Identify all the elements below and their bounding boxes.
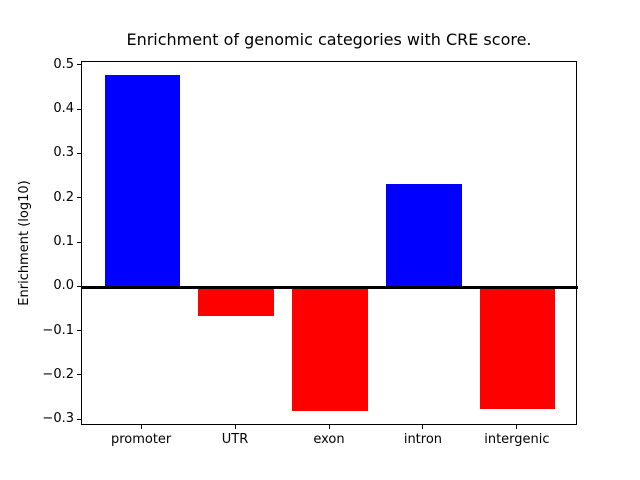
bar-exon [292,287,368,412]
y-tick-label: 0.3 [53,145,74,161]
bar-intron [386,184,462,288]
bar-UTR [198,287,274,317]
y-tick-mark [77,64,81,66]
y-tick-label: 0.1 [53,234,74,249]
x-tick-label-promoter: promoter [110,432,172,447]
y-tick-label: −0.1 [42,322,74,338]
x-tick-label-intergenic: intergenic [484,432,550,447]
y-tick-label: 0.2 [53,189,74,205]
y-tick-label: 0.4 [53,101,74,117]
y-tick-mark [77,418,81,420]
zero-line [82,285,578,289]
x-tick-label-intron: intron [403,432,443,447]
y-tick-mark [77,330,81,331]
x-tick-mark [234,425,236,429]
x-tick-mark [422,425,424,429]
x-tick-label-UTR: UTR [221,432,249,447]
y-tick-mark [77,241,81,243]
y-tick-label: 0.5 [53,56,74,72]
x-tick-label-exon: exon [313,432,345,447]
y-tick-mark [77,285,81,287]
x-tick-mark [328,425,330,429]
x-tick-mark [140,425,142,429]
y-tick-label: −0.2 [42,366,74,382]
y-tick-mark [77,152,81,154]
y-tick-mark [77,108,81,110]
y-tick-mark [77,374,81,376]
bar-intergenic [480,287,556,410]
y-tick-mark [77,197,81,199]
y-tick-label: 0.0 [53,278,74,294]
chart-title: Enrichment of genomic categories with CR… [126,30,532,49]
x-tick-mark [516,425,518,429]
plot-area [81,61,578,425]
y-tick-label: −0.3 [42,411,74,427]
bar-promoter [104,74,180,288]
